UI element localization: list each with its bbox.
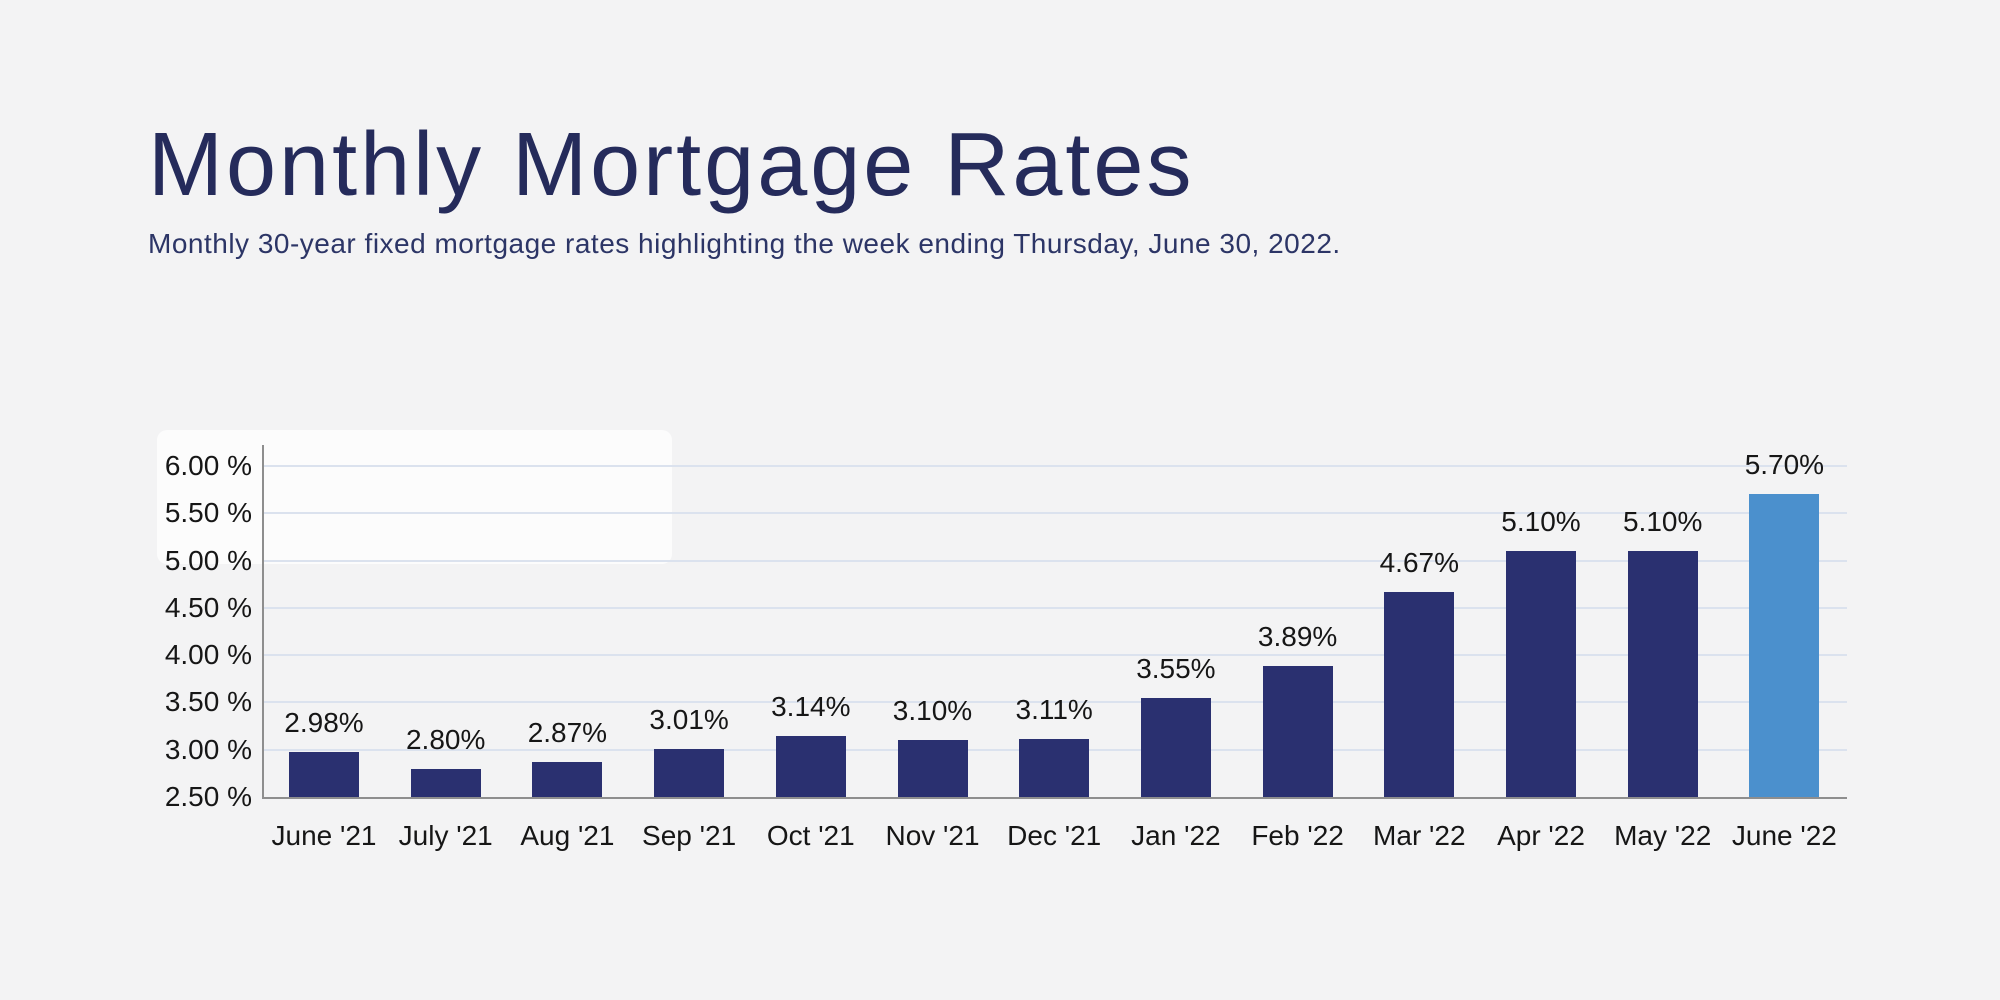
bar-sep-21[interactable] [654,748,725,797]
bar-value-label: 4.67% [1379,546,1459,578]
gridline [263,559,1847,562]
bar-value-label: 3.11% [1015,694,1093,726]
bar-mar-22[interactable] [1384,591,1455,797]
x-axis-category-label: Apr '22 [1497,820,1585,851]
x-axis-category-label: Feb '22 [1251,820,1344,851]
y-axis-tick-label: 4.50 % [164,591,252,623]
bar-aug-21[interactable] [532,762,603,797]
chart-header: Monthly Mortgage Rates Monthly 30-year f… [148,118,1341,260]
bar-june-21[interactable] [289,751,359,797]
bar-value-label: 2.98% [284,706,364,738]
x-axis-category-label: Dec '21 [1007,820,1102,851]
y-axis-tick-label: 5.50 % [164,497,252,529]
x-axis-category-label: Nov '21 [885,820,980,851]
y-axis-tick-label: 2.50 % [164,781,252,812]
x-axis-line [262,797,1847,799]
bar-value-label: 3.10% [892,695,973,727]
y-axis-tick-label: 4.00 % [164,639,252,671]
y-axis-tick-label: 3.50 % [164,686,252,718]
page-title: Monthly Mortgage Rates [148,115,1195,215]
x-axis-category-label: Jan '22 [1131,820,1221,851]
bar-value-label: 3.55% [1136,652,1216,684]
gridline [263,606,1847,609]
bar-apr-22[interactable] [1506,551,1576,797]
bar-value-label: 2.80% [405,723,486,755]
x-axis-category-label: July '21 [398,820,493,851]
bar-may-22[interactable] [1627,551,1698,797]
bar-value-label: 5.10% [1501,506,1581,538]
bar-value-label: 2.87% [527,717,608,748]
bar-jan-22[interactable] [1140,697,1211,797]
gridline [263,654,1847,657]
bar-dec-21[interactable] [1019,739,1090,797]
x-axis-category-label: Mar '22 [1373,820,1466,851]
x-axis-category-label: Aug '21 [520,820,615,851]
bar-june-22[interactable] [1749,494,1820,797]
bar-oct-21[interactable] [775,736,846,797]
gridline [263,465,1847,467]
y-axis-tick-label: 5.00 % [164,544,252,576]
gridline [263,701,1847,704]
bar-value-label: 3.89% [1257,620,1338,652]
x-axis-category-label: June '22 [1731,820,1837,851]
bar-value-label: 5.10% [1622,506,1703,538]
bar-value-label: 3.01% [649,703,729,735]
bar-value-label: 3.14% [771,691,851,723]
bar-feb-22[interactable] [1262,665,1333,797]
y-axis-tick-label: 6.00 % [164,450,252,481]
highlight-card [157,430,672,564]
bar-july-21[interactable] [410,768,481,797]
gridline [263,512,1847,515]
bar-nov-21[interactable] [897,740,968,797]
x-axis-category-label: Oct '21 [766,820,855,851]
x-axis-category-label: June '21 [271,820,377,851]
x-axis-category-label: Sep '21 [642,820,737,851]
x-axis-category-label: May '22 [1614,820,1712,851]
page-subtitle: Monthly 30-year fixed mortgage rates hig… [148,227,1341,259]
y-axis-tick-label: 3.00 % [164,733,252,765]
y-axis-line [262,445,264,799]
bar-value-label: 5.70% [1744,449,1825,481]
